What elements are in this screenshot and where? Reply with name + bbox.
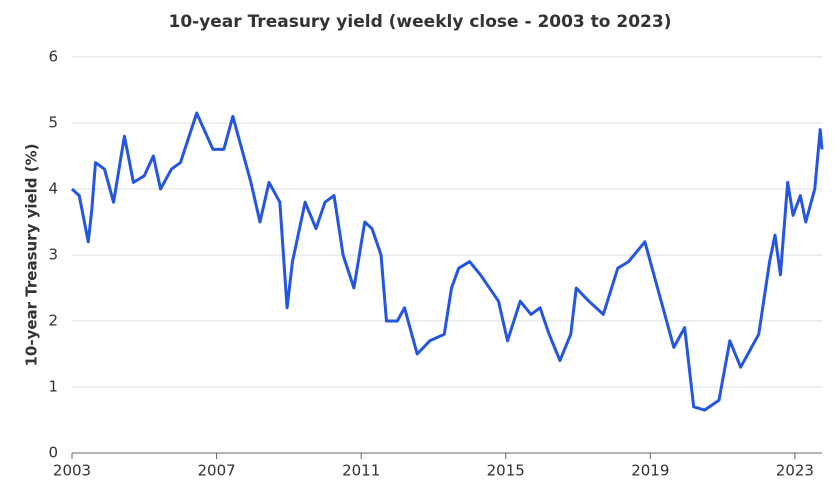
x-tick-label: 2007: [197, 462, 235, 480]
y-tick-label: 4: [48, 180, 58, 198]
y-tick-label: 2: [48, 312, 58, 330]
line-series: [70, 111, 824, 412]
chart-title: 10-year Treasury yield (weekly close - 2…: [168, 12, 671, 32]
y-tick-label: 5: [48, 114, 58, 132]
x-tick-label: 2003: [53, 462, 91, 480]
x-tick-label: 2015: [487, 462, 525, 480]
y-tick-label: 6: [48, 48, 58, 66]
x-tick-label: 2019: [631, 462, 669, 480]
x-tick-label: 2023: [776, 462, 814, 480]
y-tick-label: 3: [48, 246, 58, 264]
y-tick-label: 1: [48, 378, 58, 396]
x-tick-label: 2011: [342, 462, 380, 480]
y-axis-label: 10-year Treasury yield (%): [23, 143, 41, 366]
y-tick-label: 0: [48, 444, 58, 462]
